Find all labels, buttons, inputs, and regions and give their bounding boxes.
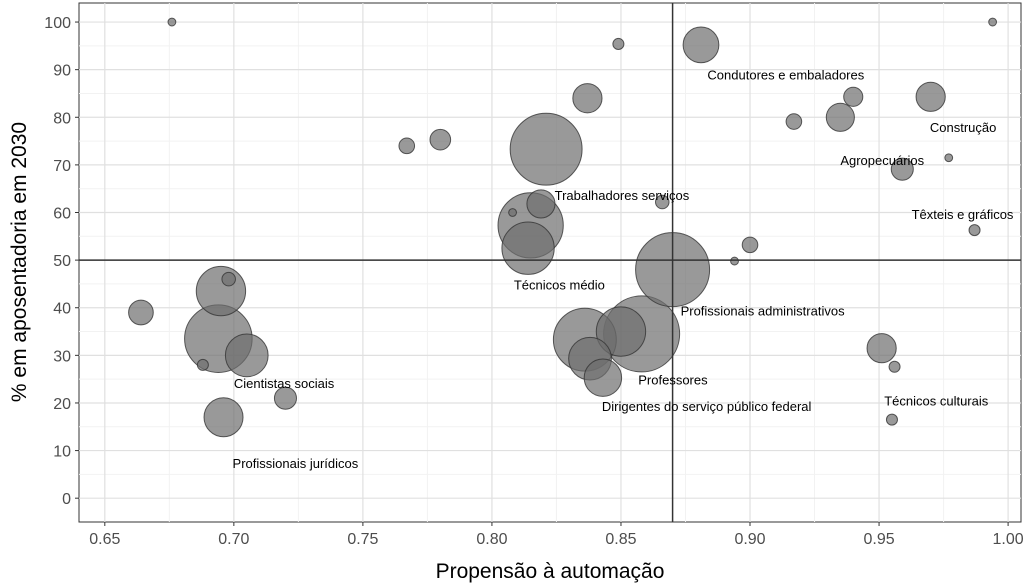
data-bubble [785, 113, 803, 130]
reference-lines [79, 3, 1021, 522]
data-bubble [221, 271, 236, 287]
data-bubble [888, 360, 901, 373]
data-bubble [203, 397, 244, 438]
x-tick-label: 0.80 [476, 531, 507, 548]
data-bubble [843, 86, 864, 107]
bubbles [128, 17, 998, 438]
x-axis-title: Propensão à automação [436, 560, 665, 583]
annotation-label: Cientistas sociais [234, 376, 335, 391]
x-tick-label: 0.90 [734, 531, 765, 548]
data-bubble [224, 333, 269, 378]
x-tick-label: 1.00 [993, 531, 1023, 548]
data-bubble [825, 102, 855, 132]
data-bubble [988, 17, 998, 27]
data-bubble [655, 194, 670, 210]
annotation-label: Técnicos culturais [884, 394, 989, 409]
annotation-label: Profissionais administrativos [681, 304, 846, 319]
annotation-label: Profissionais jurídicos [233, 456, 359, 471]
data-bubble [730, 256, 739, 266]
data-bubble [572, 83, 603, 114]
data-bubble [944, 153, 954, 163]
data-bubble [429, 128, 452, 151]
y-tick-label: 20 [53, 396, 71, 413]
y-tick-label: 70 [53, 158, 71, 175]
annotation-label: Professores [638, 373, 708, 388]
y-tick-label: 100 [44, 15, 71, 32]
x-tick-label: 0.65 [89, 531, 120, 548]
x-tick-label: 0.70 [218, 531, 249, 548]
annotation-label: Condutores e embaladores [707, 67, 864, 82]
data-bubble [583, 358, 623, 397]
data-bubble [195, 265, 247, 317]
y-tick-label: 60 [53, 206, 71, 223]
data-bubble [612, 37, 625, 50]
y-axis-ticks: 0 10 20 30 40 50 60 70 80 90 100 [44, 15, 79, 508]
data-bubble [501, 221, 555, 275]
annotation-label: Agropecuários [840, 153, 924, 168]
data-bubble [968, 224, 981, 237]
annotation-label: Construção [930, 120, 996, 135]
x-tick-label: 0.95 [863, 531, 894, 548]
data-bubble [509, 112, 583, 186]
annotation-label: Têxteis e gráficos [912, 207, 1014, 222]
y-axis-title: % em aposentadoria em 2030 [8, 122, 31, 402]
annotation-label: Trabalhadores serviços [555, 188, 690, 203]
data-bubble [526, 189, 556, 219]
y-tick-label: 10 [53, 444, 71, 461]
y-tick-label: 80 [53, 110, 71, 127]
y-tick-label: 30 [53, 348, 71, 365]
y-tick-label: 50 [53, 253, 71, 270]
annotation-label: Dirigentes do serviço público federal [602, 399, 812, 414]
data-bubble [273, 386, 297, 410]
y-tick-label: 40 [53, 301, 71, 318]
data-bubble [741, 236, 759, 254]
data-bubble [128, 299, 154, 326]
annotation-label: Técnicos médio [514, 277, 605, 292]
data-bubble [890, 157, 914, 181]
data-bubble [682, 26, 720, 64]
data-bubble [398, 137, 416, 155]
x-tick-label: 0.85 [605, 531, 636, 548]
data-bubble [885, 413, 898, 426]
data-bubble [167, 17, 177, 27]
data-bubble [595, 306, 647, 357]
data-bubble [196, 358, 209, 371]
data-bubble [866, 333, 897, 364]
y-tick-label: 0 [62, 491, 71, 508]
data-bubble [508, 208, 517, 217]
annotations: Condutores e embaladores Construção Agrope… [233, 67, 1014, 471]
x-tick-label: 0.75 [347, 531, 378, 548]
data-bubble [915, 81, 946, 112]
y-tick-label: 90 [53, 63, 71, 80]
x-axis-ticks: 0.65 0.70 0.75 0.80 0.85 0.90 0.95 1.00 [89, 522, 1023, 548]
